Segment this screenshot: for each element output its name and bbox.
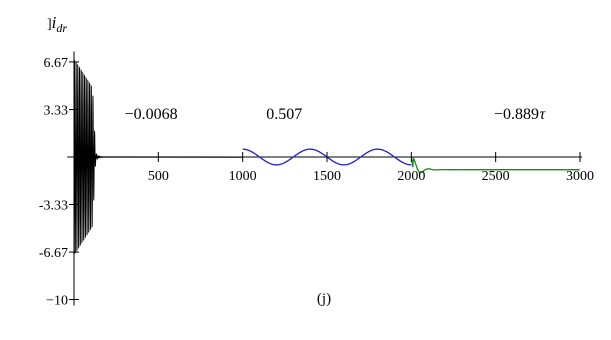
x-tick-label: 2500 <box>482 169 510 184</box>
ticks: 500 1000 1500 2000 2500 3000 6.67 3.33 -3.33 -6.6… <box>39 56 594 309</box>
y-tick-label: -3.33 <box>39 198 68 213</box>
series-line-transient <box>73 58 108 255</box>
y-axis-label: ]idr <box>47 13 67 35</box>
caption: (j) <box>317 291 331 307</box>
series-line-step-response <box>410 156 580 174</box>
y-tick-label: 6.67 <box>44 56 69 71</box>
y-tick-label: 3.33 <box>44 104 69 119</box>
annotation-label: τ <box>540 106 547 123</box>
y-tick-label: −10 <box>46 294 68 309</box>
annotation-label: −0.0068 <box>125 106 178 123</box>
x-tick-label: 3000 <box>566 169 594 184</box>
annotation-label: −0.889 <box>494 106 539 123</box>
y-label-prefix: ] <box>47 17 52 32</box>
annotation-label: 0.507 <box>266 106 302 123</box>
x-tick-label: 2000 <box>397 169 425 184</box>
y-label-main: i <box>52 13 57 32</box>
x-tick-label: 1500 <box>313 169 341 184</box>
x-tick-label: 1000 <box>229 169 257 184</box>
annotations: −0.0068 0.507 −0.889 τ <box>125 106 547 123</box>
y-label-sub: dr <box>56 21 67 35</box>
y-tick-label: -6.67 <box>39 246 68 261</box>
x-tick-label: 500 <box>148 169 169 184</box>
